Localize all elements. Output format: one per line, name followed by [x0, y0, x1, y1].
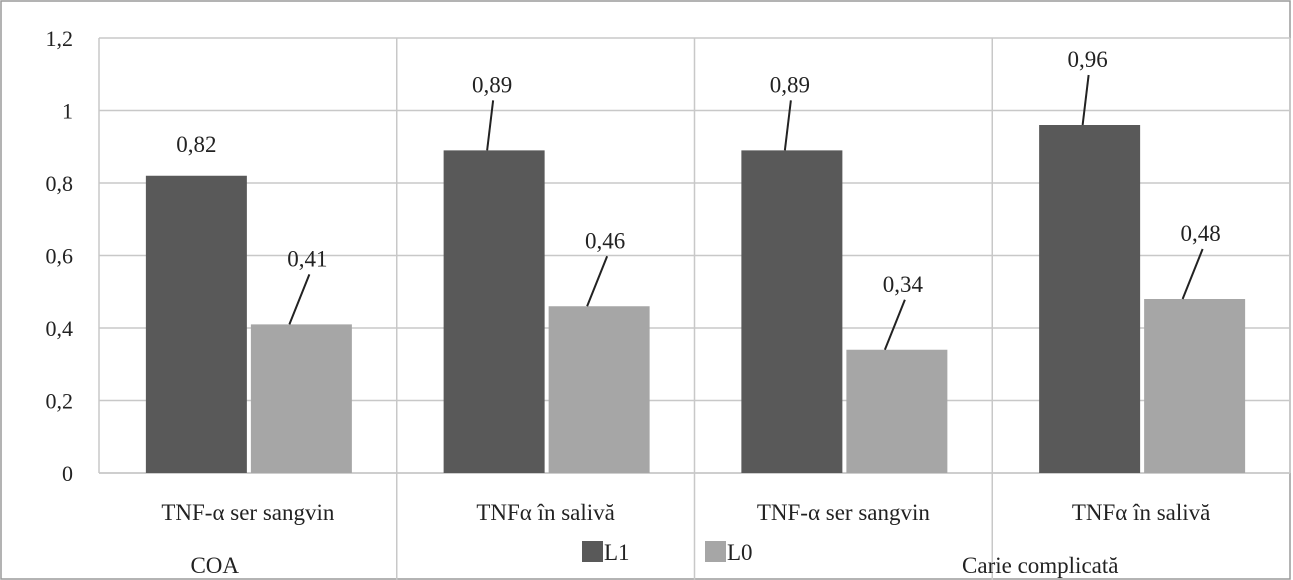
category-label: TNFα în salivă	[1072, 500, 1211, 525]
data-labels: 0,82 0,41 0,89 0,46 0,89 0,34 0,96 0,48	[176, 47, 1221, 351]
leader-line	[783, 100, 792, 151]
y-tick-label: 0,4	[46, 316, 74, 341]
bar-l1	[1039, 125, 1141, 473]
y-tick-label: 1	[62, 99, 73, 124]
bar-l1	[443, 150, 545, 473]
legend-swatch-l0	[705, 541, 726, 562]
legend-swatch-l1	[582, 541, 603, 562]
data-label: 0,96	[1068, 47, 1108, 72]
category-label: TNF-α ser sangvin	[757, 500, 931, 525]
data-label: 0,82	[176, 132, 216, 157]
data-label: 0,48	[1181, 221, 1221, 246]
group-label: COA	[190, 553, 239, 578]
legend-label: L0	[727, 540, 753, 565]
leader-line	[1081, 74, 1090, 126]
y-axis: 0 0,2 0,4 0,6 0,8 1 1,2	[46, 26, 74, 486]
bar-l0	[250, 324, 352, 473]
bar-l0	[548, 306, 650, 473]
bar-l0	[1144, 299, 1246, 473]
y-tick-label: 0,2	[46, 389, 74, 414]
legend: L1 L0	[582, 540, 753, 565]
group-label: Carie complicată	[962, 553, 1118, 578]
data-label: 0,41	[287, 246, 327, 271]
data-label: 0,34	[883, 272, 924, 297]
leader-line	[1181, 248, 1204, 300]
leader-line	[486, 100, 495, 151]
y-tick-label: 0	[62, 461, 73, 486]
x-axis: TNF-α ser sangvin TNFα în salivă TNF-α ser…	[161, 500, 1210, 578]
y-tick-label: 0,6	[46, 244, 74, 269]
data-label: 0,89	[472, 72, 512, 97]
y-tick-label: 0,8	[46, 171, 74, 196]
bar-l1	[741, 150, 843, 473]
leader-line	[586, 255, 609, 307]
category-label: TNFα în salivă	[476, 500, 615, 525]
bars	[145, 125, 1246, 473]
bar-l0	[846, 349, 948, 473]
category-label: TNF-α ser sangvin	[161, 500, 335, 525]
y-tick-label: 1,2	[46, 26, 74, 51]
leader-line	[883, 299, 906, 351]
bar-l1	[145, 175, 247, 473]
legend-label: L1	[604, 540, 630, 565]
data-label: 0,89	[770, 72, 810, 97]
data-label: 0,46	[585, 228, 625, 253]
leader-line	[288, 274, 311, 325]
